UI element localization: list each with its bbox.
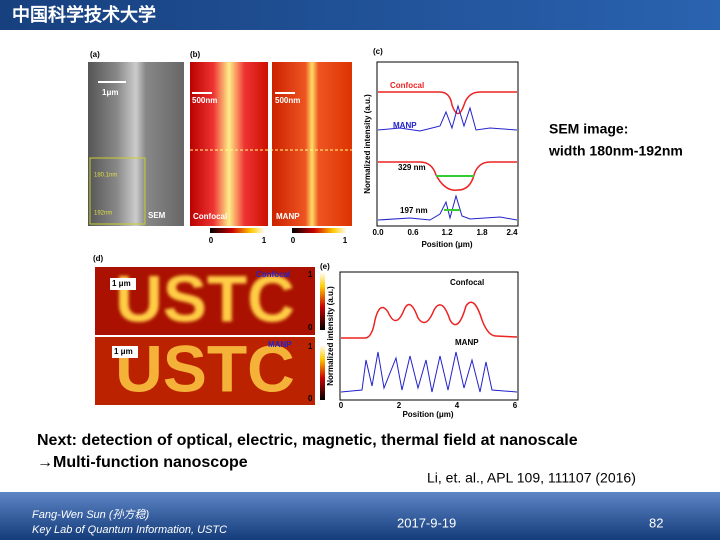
label-box [110, 278, 136, 290]
colorbar [320, 272, 325, 330]
plot-frame [339, 271, 519, 401]
y-axis-label: Normalized intensity (a.u.) [363, 94, 372, 194]
footer-date: 2017-9-19 [397, 515, 456, 530]
scale-label: 500nm [192, 96, 217, 105]
inset-label: 180.1nm [94, 173, 117, 179]
colorbar-label: 1 [308, 342, 313, 351]
note-text: width 180nm-192nm [548, 143, 683, 159]
curve [378, 161, 517, 191]
curve [341, 301, 518, 339]
manp-image [272, 62, 352, 226]
image-content: USTC [115, 261, 295, 335]
curve-label: MANP [455, 338, 479, 347]
y-axis-label: Normalized intensity (a.u.) [326, 286, 335, 386]
panel-label: (c) [373, 47, 383, 56]
image-tag: SEM [148, 211, 166, 220]
curve-label: Confocal [390, 81, 424, 90]
curve-label: Confocal [450, 278, 484, 287]
x-tick-label: 0.6 [407, 228, 419, 237]
x-tick-label: 1.8 [476, 228, 488, 237]
panel-label: (e) [320, 262, 330, 271]
curve [378, 91, 517, 115]
x-tick-label: 2 [397, 401, 402, 410]
image-tag: MANP [268, 340, 292, 349]
panel-label: (d) [93, 254, 104, 263]
curve [377, 194, 518, 221]
x-tick-label: 2.4 [506, 228, 518, 237]
image-tag: Confocal [256, 270, 290, 279]
footer-author: Fang-Wen Sun (孙方稳) [32, 508, 150, 521]
curve-label: 197 nm [400, 206, 428, 215]
x-tick-label: 4 [455, 401, 460, 410]
curve [340, 351, 518, 393]
curve-label: 329 nm [398, 163, 426, 172]
image-tag: MANP [276, 212, 300, 221]
image-content: USTC [115, 331, 295, 405]
x-tick-label: 0 [339, 401, 344, 410]
note-text: SEM image: [549, 121, 628, 137]
scale-label: 1μm [102, 88, 118, 97]
inset [89, 157, 146, 225]
scale-label: 1 μm [112, 279, 131, 288]
x-tick-label: 6 [513, 401, 518, 410]
page-number: 82 [649, 515, 663, 530]
scale-label: 1 μm [114, 347, 133, 356]
colorbar-label: 1 [262, 236, 267, 245]
x-tick-label: 0.0 [372, 228, 384, 237]
footer-bar [0, 492, 720, 540]
x-tick-label: 1.2 [441, 228, 453, 237]
header-title: 中国科学技术大学 [12, 4, 156, 26]
inset-label: 192nm [94, 211, 112, 217]
colorbar [320, 345, 325, 400]
colorbar-label: 1 [308, 270, 313, 279]
colorbar [210, 228, 265, 233]
sem-image [88, 62, 184, 226]
x-axis-label: Position (μm) [402, 410, 453, 419]
footer-affiliation: Key Lab of Quantum Information, USTC [32, 524, 227, 536]
image-tag: Confocal [193, 212, 227, 221]
body-text: Next: detection of optical, electric, ma… [37, 432, 578, 449]
colorbar-label: 0 [308, 323, 313, 332]
confocal-image [190, 62, 268, 226]
plot-frame [376, 61, 519, 227]
label-box [112, 346, 138, 358]
scale-label: 500nm [275, 96, 300, 105]
header-bar [0, 0, 720, 30]
colorbar-label: 0 [209, 236, 214, 245]
curve [377, 104, 518, 132]
curve-label: MANP [393, 121, 417, 130]
citation: Li, et. al., APL 109, 111107 (2016) [427, 470, 636, 486]
panel-label: (a) [90, 50, 100, 59]
body-text: →Multi-function nanoscope [37, 454, 248, 471]
x-axis-label: Position (μm) [421, 240, 472, 249]
colorbar-label: 1 [343, 236, 348, 245]
colorbar [292, 228, 347, 233]
panel-label: (b) [190, 50, 201, 59]
colorbar-label: 0 [291, 236, 296, 245]
colorbar-label: 0 [308, 394, 313, 403]
